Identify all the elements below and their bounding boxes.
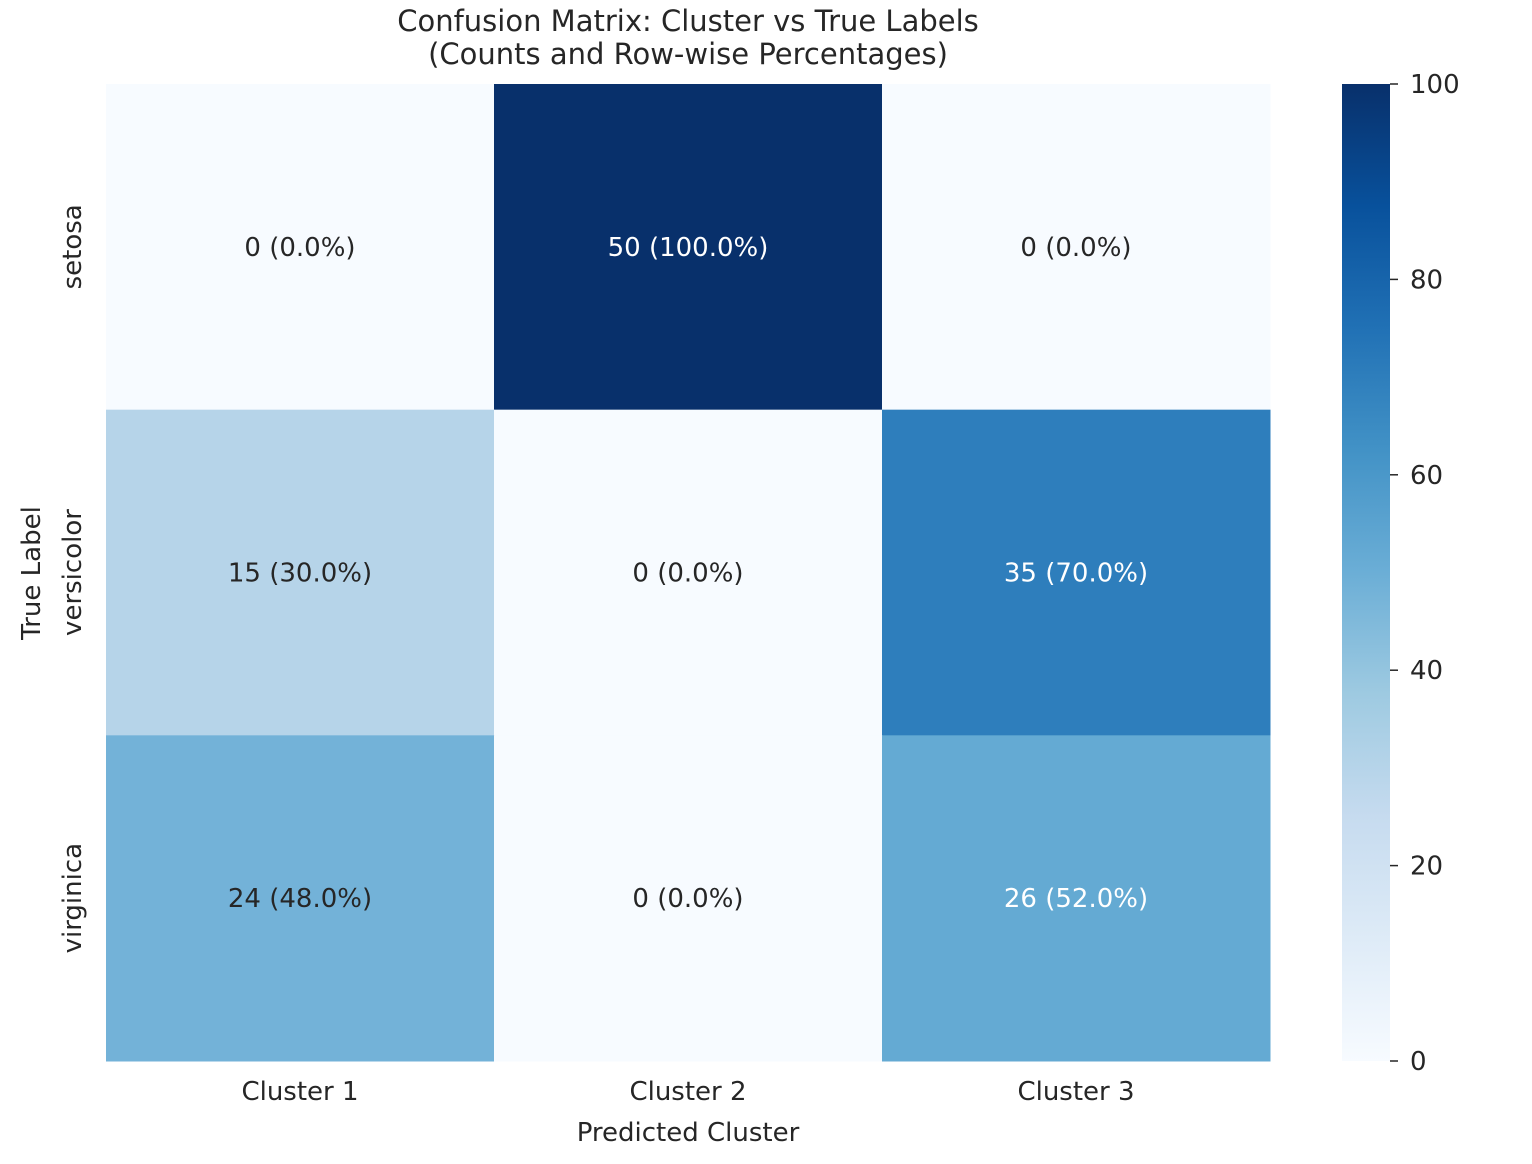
heatmap-cell-virginica-3	[882, 735, 1271, 1062]
x-tick-label: Cluster 2	[629, 1077, 746, 1107]
cell-value-label: 50 (100.0%)	[608, 233, 769, 263]
cell-value-label: 35 (70.0%)	[1004, 559, 1148, 589]
colorbar-tick-label: 80	[1410, 265, 1443, 295]
y-axis-title: True Label	[17, 506, 47, 641]
chart-title: Confusion Matrix: Cluster vs True Labels	[397, 4, 979, 38]
heatmap-cell-setosa-2	[494, 84, 883, 411]
y-tick-labels: setosa versicolor virginica	[58, 204, 88, 953]
heatmap-cells	[106, 84, 1271, 1062]
heatmap-cell-virginica-2	[494, 735, 883, 1062]
heatmap-cell-versicolor-1	[106, 409, 495, 736]
heatmap-cell-versicolor-3	[882, 409, 1271, 736]
colorbar-tick-label: 40	[1410, 656, 1443, 686]
heatmap-cell-labels: 0 (0.0%) 50 (100.0%) 0 (0.0%) 15 (30.0%) 0 (…	[228, 233, 1148, 914]
x-tick-label: Cluster 1	[241, 1077, 358, 1107]
cell-value-label: 26 (52.0%)	[1004, 884, 1148, 914]
chart-subtitle: (Counts and Row-wise Percentages)	[428, 37, 948, 71]
colorbar	[1342, 84, 1390, 1061]
cell-value-label: 0 (0.0%)	[632, 884, 743, 914]
colorbar-tick-label: 0	[1410, 1047, 1427, 1077]
x-tick-label: Cluster 3	[1017, 1077, 1134, 1107]
colorbar-ticks: 0 20 40 60 80 100	[1390, 70, 1460, 1077]
y-tick-label: virginica	[58, 843, 88, 954]
heatmap-cell-setosa-3	[882, 84, 1271, 411]
x-axis-title: Predicted Cluster	[577, 1118, 800, 1148]
cell-value-label: 24 (48.0%)	[228, 884, 372, 914]
cell-value-label: 15 (30.0%)	[228, 559, 372, 589]
x-tick-labels: Cluster 1 Cluster 2 Cluster 3	[241, 1077, 1134, 1107]
y-tick-label: versicolor	[58, 509, 88, 636]
cell-value-label: 0 (0.0%)	[1020, 233, 1131, 263]
cell-value-label: 0 (0.0%)	[632, 559, 743, 589]
cell-value-label: 0 (0.0%)	[244, 233, 355, 263]
colorbar-tick-label: 20	[1410, 852, 1443, 882]
heatmap-cell-versicolor-2	[494, 409, 883, 736]
heatmap-cell-setosa-1	[106, 84, 495, 411]
colorbar-tick-label: 60	[1410, 461, 1443, 491]
colorbar-tick-label: 100	[1410, 70, 1460, 100]
y-tick-label: setosa	[58, 204, 88, 289]
heatmap-cell-virginica-1	[106, 735, 495, 1062]
